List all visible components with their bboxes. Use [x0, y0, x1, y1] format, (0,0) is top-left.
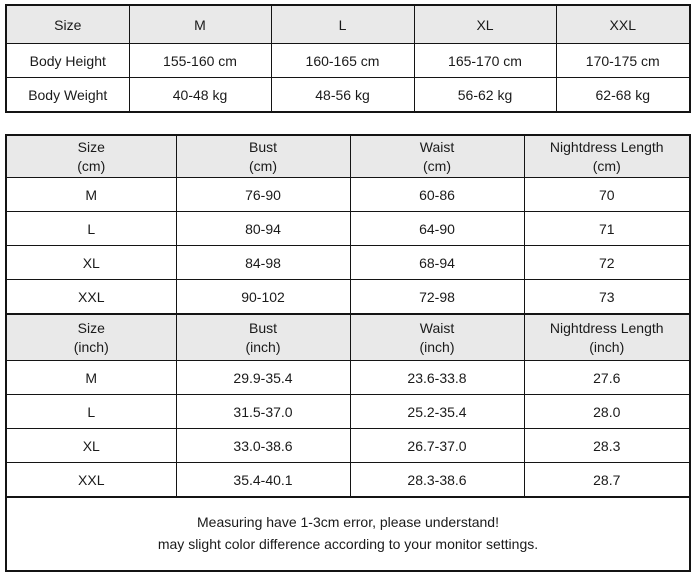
data-cell: 29.9-35.4	[175, 360, 351, 395]
data-cell: 160-165 cm	[270, 43, 415, 78]
row-label-cell: Body Height	[5, 43, 130, 78]
header-cell-waist-inch: Waist (inch)	[349, 313, 525, 361]
data-cell: 48-56 kg	[270, 77, 415, 113]
garment-measurement-table: Size (cm) Bust (cm) Waist (cm) Nightdres…	[5, 134, 691, 572]
data-cell: 80-94	[175, 211, 351, 246]
cm-row-xl: XL 84-98 68-94 72	[5, 245, 691, 280]
inch-header-row: Size (inch) Bust (inch) Waist (inch) Nig…	[5, 313, 691, 361]
measuring-note: Measuring have 1-3cm error, please under…	[5, 496, 691, 572]
body-size-header-row: Size M L XL XXL	[5, 4, 691, 44]
header-cell-bust-inch: Bust (inch)	[175, 313, 351, 361]
row-label-cell: Body Weight	[5, 77, 130, 113]
header-cell-bust-cm: Bust (cm)	[175, 134, 351, 178]
header-cell-waist-cm: Waist (cm)	[349, 134, 525, 178]
inch-row-l: L 31.5-37.0 25.2-35.4 28.0	[5, 394, 691, 429]
data-cell: 26.7-37.0	[349, 428, 525, 463]
data-cell: 33.0-38.6	[175, 428, 351, 463]
size-label-cell: XXL	[5, 279, 177, 315]
header-cell-length-inch: Nightdress Length (inch)	[523, 313, 691, 361]
size-label-cell: XL	[5, 428, 177, 463]
header-cell-xl: XL	[413, 4, 557, 44]
cm-row-xxl: XXL 90-102 72-98 73	[5, 279, 691, 315]
data-cell: 64-90	[349, 211, 525, 246]
data-cell: 27.6	[523, 360, 691, 395]
header-cell-size-inch: Size (inch)	[5, 313, 177, 361]
body-height-row: Body Height 155-160 cm 160-165 cm 165-17…	[5, 43, 691, 78]
data-cell: 84-98	[175, 245, 351, 280]
inch-row-m: M 29.9-35.4 23.6-33.8 27.6	[5, 360, 691, 395]
data-cell: 28.3-38.6	[349, 462, 525, 498]
inch-row-xxl: XXL 35.4-40.1 28.3-38.6 28.7	[5, 462, 691, 498]
data-cell: 76-90	[175, 177, 351, 212]
body-size-table: Size M L XL XXL Body Height 155-160 cm 1…	[5, 4, 691, 113]
header-cell-size: Size	[5, 4, 130, 44]
header-cell-length-cm: Nightdress Length (cm)	[523, 134, 691, 178]
data-cell: 72	[523, 245, 691, 280]
size-label-cell: L	[5, 211, 177, 246]
data-cell: 62-68 kg	[555, 77, 691, 113]
data-cell: 25.2-35.4	[349, 394, 525, 429]
data-cell: 60-86	[349, 177, 525, 212]
data-cell: 170-175 cm	[555, 43, 691, 78]
cm-header-row: Size (cm) Bust (cm) Waist (cm) Nightdres…	[5, 134, 691, 178]
data-cell: 70	[523, 177, 691, 212]
data-cell: 35.4-40.1	[175, 462, 351, 498]
data-cell: 28.7	[523, 462, 691, 498]
size-label-cell: M	[5, 360, 177, 395]
note-row: Measuring have 1-3cm error, please under…	[5, 496, 691, 572]
data-cell: 165-170 cm	[413, 43, 557, 78]
data-cell: 72-98	[349, 279, 525, 315]
size-label-cell: L	[5, 394, 177, 429]
data-cell: 56-62 kg	[413, 77, 557, 113]
data-cell: 155-160 cm	[128, 43, 272, 78]
size-label-cell: XXL	[5, 462, 177, 498]
data-cell: 31.5-37.0	[175, 394, 351, 429]
data-cell: 73	[523, 279, 691, 315]
data-cell: 28.0	[523, 394, 691, 429]
cm-row-m: M 76-90 60-86 70	[5, 177, 691, 212]
data-cell: 71	[523, 211, 691, 246]
size-label-cell: M	[5, 177, 177, 212]
data-cell: 90-102	[175, 279, 351, 315]
size-label-cell: XL	[5, 245, 177, 280]
body-weight-row: Body Weight 40-48 kg 48-56 kg 56-62 kg 6…	[5, 77, 691, 113]
header-cell-m: M	[128, 4, 272, 44]
inch-row-xl: XL 33.0-38.6 26.7-37.0 28.3	[5, 428, 691, 463]
header-cell-l: L	[270, 4, 415, 44]
data-cell: 23.6-33.8	[349, 360, 525, 395]
data-cell: 68-94	[349, 245, 525, 280]
header-cell-xxl: XXL	[555, 4, 691, 44]
data-cell: 28.3	[523, 428, 691, 463]
cm-row-l: L 80-94 64-90 71	[5, 211, 691, 246]
data-cell: 40-48 kg	[128, 77, 272, 113]
header-cell-size-cm: Size (cm)	[5, 134, 177, 178]
